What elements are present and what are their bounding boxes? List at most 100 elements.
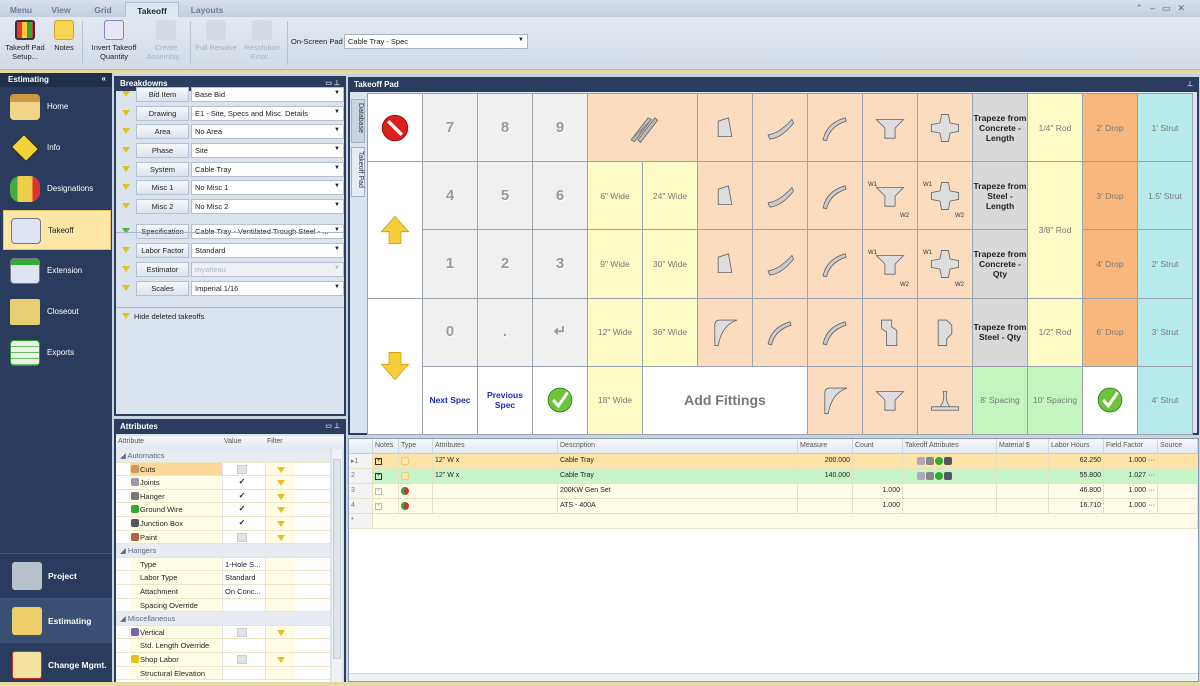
attribute-value-cell[interactable]: 1-Hole S... [222, 557, 265, 571]
checkbox-checked[interactable]: ✓ [237, 504, 247, 515]
rod-quarter-button[interactable]: 1/4" Rod [1028, 94, 1082, 162]
filter-icon[interactable] [122, 128, 130, 134]
breakdown-select[interactable]: Site ▼ [191, 143, 344, 158]
table-cell[interactable] [373, 514, 1198, 529]
nav-section-estimating[interactable]: Estimating [0, 598, 112, 642]
table-cell[interactable]: 46.800 [1049, 484, 1104, 499]
attribute-row[interactable]: Shop Labor [116, 653, 330, 667]
table-cell[interactable]: 1.000 [853, 499, 903, 514]
table-cell[interactable]: 140.000 [798, 469, 853, 484]
table-cell[interactable]: 1.027 ··· [1104, 469, 1158, 484]
table-cell[interactable] [399, 484, 433, 499]
new-row[interactable]: * [349, 514, 1198, 529]
attribute-row[interactable]: Paint [116, 530, 330, 545]
attribute-value-cell[interactable] [222, 598, 265, 612]
breakdown-select[interactable]: E1 - Site, Specs and Misc. Details ▼ [191, 106, 344, 121]
table-cell[interactable]: 55.800 [1049, 469, 1104, 484]
breakdown-select[interactable]: No Area ▼ [191, 124, 344, 139]
breakdown-select[interactable]: myatteau ▼ [191, 262, 344, 277]
breakdown-button[interactable]: Phase [136, 143, 189, 158]
filter-icon[interactable] [277, 507, 285, 514]
key-5[interactable]: 5 [478, 162, 532, 230]
attribute-group[interactable]: ◢ Hangers [116, 544, 330, 558]
column-header[interactable]: Attributes [433, 439, 558, 454]
checkbox-unchecked[interactable] [237, 464, 247, 474]
fitting-button[interactable] [918, 94, 972, 162]
tab-takeoff[interactable]: Takeoff [125, 2, 179, 17]
filter-icon[interactable] [122, 166, 130, 172]
key-9[interactable]: 9 [533, 94, 587, 162]
strut-1-5-button[interactable]: 1.5' Strut [1138, 162, 1192, 230]
tab-layouts[interactable]: Layouts [190, 5, 224, 15]
breakdown-button[interactable]: Bid Item [136, 87, 189, 102]
ellipsis-button[interactable]: ··· [1148, 487, 1155, 494]
pin-icon[interactable]: ▭ ⊥ [325, 423, 340, 430]
tab-menu[interactable]: Menu [9, 5, 33, 15]
table-cell[interactable] [399, 469, 433, 484]
rod-half-button[interactable]: 1/2" Rod [1028, 298, 1082, 366]
attribute-row[interactable]: Cuts [116, 462, 330, 477]
takeoff-pad-setup-button[interactable]: Takeoff Pad Setup... [2, 20, 48, 61]
hide-deleted-takeoffs-toggle[interactable]: Hide deleted takeoffs [122, 312, 204, 321]
attribute-value-cell[interactable]: Standard [222, 571, 265, 584]
nav-item-exports[interactable]: Exports [3, 333, 111, 373]
cancel-button[interactable] [368, 94, 422, 162]
attribute-row[interactable]: Junction Box ✓ [116, 517, 330, 531]
column-header[interactable]: Source [1158, 439, 1198, 454]
pin-icon[interactable]: ▭ ⊥ [325, 80, 340, 87]
key-6[interactable]: 6 [533, 162, 587, 230]
fitting-button[interactable] [808, 298, 862, 366]
filter-icon[interactable] [277, 466, 285, 473]
breakdown-select[interactable]: Standard ▼ [191, 243, 344, 258]
filter-cell[interactable] [265, 489, 295, 503]
fitting-button[interactable] [808, 162, 862, 230]
attribute-value-cell[interactable] [222, 653, 265, 666]
breakdown-select[interactable]: No Misc 2 ▼ [191, 199, 344, 214]
breakdown-select[interactable]: Base Bid ▼ [191, 87, 344, 102]
filter-icon[interactable] [122, 228, 130, 234]
fitting-button[interactable] [698, 162, 752, 230]
resolution-error-button[interactable]: Resolution Error... [240, 20, 284, 61]
fitting-button[interactable] [753, 162, 807, 230]
attribute-row[interactable]: Hanger ✓ [116, 489, 330, 504]
drop-3-button[interactable]: 3' Drop [1083, 162, 1137, 230]
key-decimal[interactable]: . [478, 298, 532, 366]
expand-icon[interactable]: + [375, 503, 382, 510]
table-cell[interactable] [433, 499, 558, 514]
column-header[interactable]: Type [399, 439, 433, 454]
side-tab-takeoff-pad[interactable]: Takeoff Pad [351, 147, 365, 197]
filter-icon[interactable] [277, 657, 285, 663]
strut-2-button[interactable]: 2' Strut [1138, 230, 1192, 298]
table-cell[interactable]: ATS - 400A [558, 499, 798, 514]
filter-icon[interactable] [122, 184, 130, 190]
previous-spec-button[interactable]: Previous Spec [478, 366, 532, 434]
breakdown-button[interactable]: Misc 1 [136, 180, 189, 195]
table-cell[interactable] [1158, 469, 1198, 484]
create-assembly-button[interactable]: Create Assembly... [144, 20, 188, 61]
filter-icon[interactable] [277, 534, 285, 541]
key-1[interactable]: 1 [423, 230, 477, 298]
table-cell[interactable]: 1.000 ··· [1104, 499, 1158, 514]
horizontal-scrollbar[interactable] [349, 673, 1198, 681]
window-controls[interactable]: ⌃–▭✕ [1135, 3, 1192, 13]
filter-icon[interactable] [122, 285, 130, 291]
key-7[interactable]: 7 [423, 94, 477, 162]
spacing-8-button[interactable]: 8' Spacing [973, 366, 1027, 434]
attribute-row[interactable]: Spacing Override [116, 598, 330, 613]
fitting-button[interactable] [863, 298, 917, 366]
expand-icon[interactable]: + [375, 473, 382, 480]
fitting-button[interactable] [808, 230, 862, 298]
column-header[interactable]: Description [558, 439, 798, 454]
key-8[interactable]: 8 [478, 94, 532, 162]
table-cell[interactable]: + [373, 484, 399, 499]
nav-item-extension[interactable]: Extension [3, 251, 111, 291]
nav-item-info[interactable]: Info [3, 128, 111, 168]
fitting-button[interactable] [863, 366, 917, 434]
key-4[interactable]: 4 [423, 162, 477, 230]
filter-icon[interactable] [122, 110, 130, 116]
fitting-button[interactable]: W1 W2 [918, 230, 972, 298]
expand-icon[interactable]: + [375, 458, 382, 465]
table-cell[interactable] [853, 469, 903, 484]
strut-4-button[interactable]: 4' Strut [1138, 366, 1192, 434]
table-row[interactable]: ▸1 +12" W x Cable Tray 200.000 62.250 1.000 ·… [349, 454, 1198, 469]
